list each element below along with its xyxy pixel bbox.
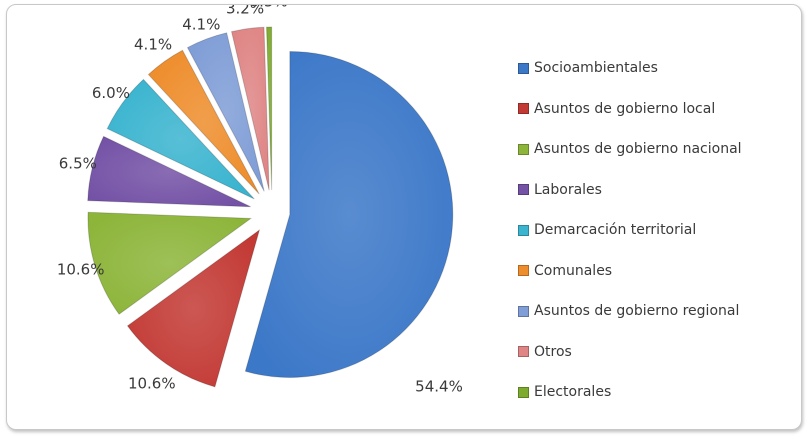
legend-label: Socioambientales <box>534 60 658 77</box>
legend-label: Demarcación territorial <box>534 222 697 239</box>
legend-swatch <box>518 386 529 398</box>
legend-item: Demarcación territorial <box>518 210 803 251</box>
legend-label: Laborales <box>534 181 602 198</box>
data-label: 10.6% <box>128 375 176 393</box>
pie-slice-asuntos-de-gobierno-nacional <box>87 211 253 315</box>
pie-slice-asuntos-de-gobierno-local <box>126 228 261 388</box>
legend-item: Comunales <box>518 251 803 292</box>
legend-label: Asuntos de gobierno regional <box>534 303 740 320</box>
pie-slice-otros <box>230 26 270 191</box>
legend-item: Asuntos de gobierno local <box>518 89 803 130</box>
legend-label: Asuntos de gobierno local <box>534 100 716 117</box>
pie-slice-demarcaci-n-territorial <box>106 78 255 200</box>
data-label: 6.0% <box>92 84 130 102</box>
legend-label: Comunales <box>534 262 613 279</box>
legend-swatch <box>518 224 529 236</box>
legend-item: Electorales <box>518 372 803 413</box>
data-label: 4.1% <box>134 36 172 54</box>
pie-slice-socioambientales <box>244 50 454 378</box>
legend-swatch <box>518 184 529 196</box>
data-label: 3.2% <box>226 5 264 17</box>
pie-slice-asuntos-de-gobierno-regional <box>186 32 265 192</box>
pie-slice-comunales <box>147 49 260 195</box>
legend-label: Electorales <box>534 384 612 401</box>
legend-swatch <box>518 62 529 74</box>
legend-swatch <box>518 265 529 277</box>
data-label: 54.4% <box>415 378 463 396</box>
legend: Socioambientales Asuntos de gobierno loca… <box>518 48 803 413</box>
chart-frame: 54.4%10.6%10.6%6.5%6.0%4.1%4.1%3.2%0.5% … <box>6 4 802 430</box>
legend-swatch <box>518 143 529 155</box>
legend-item: Asuntos de gobierno regional <box>518 291 803 332</box>
pie-slice-laborales <box>87 135 251 208</box>
legend-label: Otros <box>534 343 572 360</box>
data-label: 6.5% <box>59 155 97 173</box>
pie-slice-electorales <box>266 26 273 191</box>
data-label: 0.5% <box>250 5 288 11</box>
legend-item: Asuntos de gobierno nacional <box>518 129 803 170</box>
data-label: 4.1% <box>182 15 220 33</box>
pie-chart: 54.4% 10.6% 10.6% 6.5% 6.0% 4.1% 4.1% 3.2%0.5% <box>57 5 463 396</box>
legend-swatch <box>518 346 529 358</box>
legend-item: Otros <box>518 332 803 373</box>
data-label: 10.6% <box>57 261 105 279</box>
legend-item: Socioambientales <box>518 48 803 89</box>
legend-swatch <box>518 305 529 317</box>
legend-label: Asuntos de gobierno nacional <box>534 141 742 158</box>
legend-swatch <box>518 103 529 115</box>
legend-item: Laborales <box>518 170 803 211</box>
